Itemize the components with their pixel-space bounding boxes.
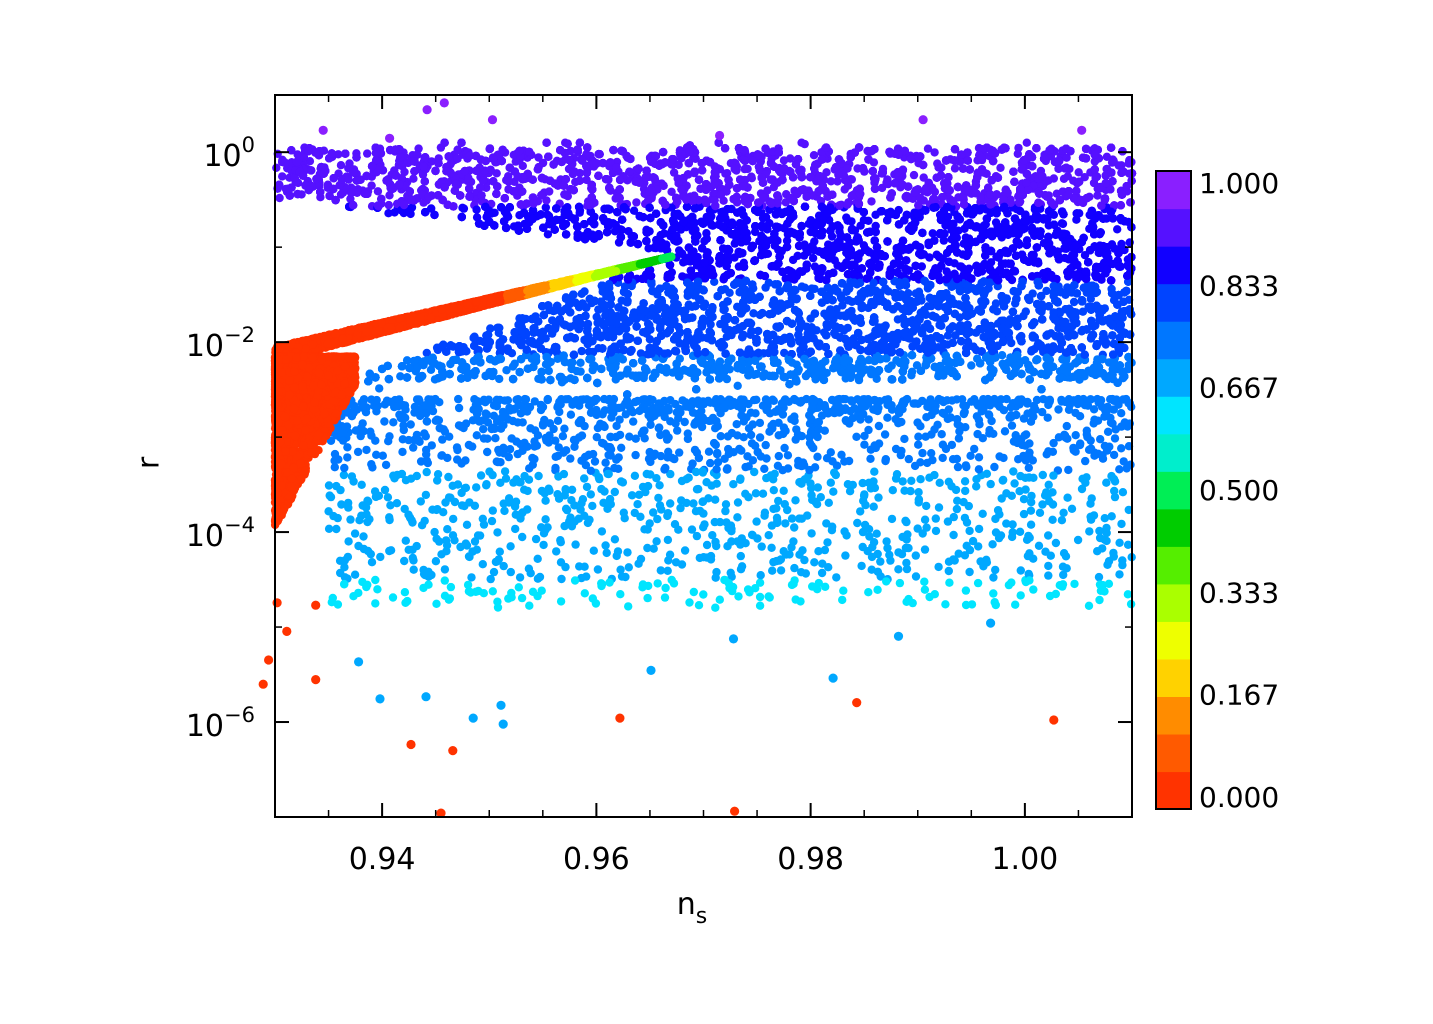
data-point <box>822 168 831 177</box>
data-point <box>667 187 676 196</box>
data-point <box>950 164 960 173</box>
data-point <box>544 366 553 376</box>
data-point <box>733 381 742 390</box>
data-point <box>385 191 394 200</box>
data-point <box>278 172 287 181</box>
data-point <box>928 229 937 238</box>
data-point <box>1058 219 1068 229</box>
data-point <box>346 194 355 203</box>
data-point <box>409 174 418 183</box>
data-point <box>1014 143 1023 153</box>
data-point <box>740 164 749 174</box>
data-point <box>422 348 431 358</box>
data-point <box>810 237 819 246</box>
data-point <box>923 144 933 153</box>
data-point <box>722 169 732 178</box>
data-point <box>904 289 913 298</box>
data-point <box>384 209 393 218</box>
data-point <box>476 183 485 192</box>
data-point <box>1069 297 1079 307</box>
data-point <box>725 288 734 297</box>
data-point <box>871 221 880 231</box>
data-point <box>1093 191 1102 200</box>
data-point <box>582 175 591 185</box>
data-point <box>707 221 716 230</box>
data-point <box>917 262 926 271</box>
data-point <box>545 187 554 196</box>
data-point <box>761 283 770 292</box>
data-point <box>930 148 939 157</box>
data-point <box>856 221 865 230</box>
data-point <box>577 289 586 298</box>
data-point <box>808 253 818 263</box>
data-point <box>568 169 578 179</box>
data-point <box>674 160 683 170</box>
data-point <box>384 200 393 210</box>
data-point <box>375 384 384 393</box>
data-point <box>577 346 586 356</box>
data-point <box>472 205 481 214</box>
data-point <box>1049 174 1059 183</box>
data-point <box>871 210 880 219</box>
data-point <box>754 326 763 336</box>
data-point <box>396 372 405 381</box>
data-point <box>305 157 315 166</box>
data-point <box>568 358 577 367</box>
data-point <box>373 187 383 196</box>
data-point <box>548 316 557 325</box>
data-point <box>576 358 585 367</box>
data-point <box>632 198 641 207</box>
data-point <box>715 357 725 366</box>
data-point <box>336 161 346 170</box>
data-point <box>967 361 976 370</box>
data-point <box>919 173 928 182</box>
data-point <box>909 170 919 180</box>
data-point <box>864 216 873 225</box>
data-point <box>1126 198 1136 207</box>
data-point <box>576 367 585 376</box>
data-point <box>1074 168 1083 177</box>
data-point <box>363 149 372 158</box>
data-point <box>782 236 792 245</box>
data-point <box>275 193 284 203</box>
data-point <box>763 186 772 195</box>
data-point <box>997 351 1007 360</box>
data-points <box>258 98 1137 818</box>
data-point <box>867 197 876 206</box>
data-point <box>826 177 836 186</box>
data-point <box>800 283 810 292</box>
data-point <box>682 337 691 346</box>
data-point <box>534 153 543 162</box>
data-point <box>402 356 412 365</box>
data-point <box>575 168 585 178</box>
data-point <box>1113 225 1122 234</box>
data-point <box>996 163 1005 172</box>
data-point <box>426 365 436 374</box>
data-point <box>956 262 965 271</box>
data-point <box>502 366 511 375</box>
data-point <box>458 203 467 212</box>
data-point <box>518 161 527 171</box>
data-point <box>749 309 758 318</box>
data-point <box>1022 138 1031 147</box>
data-point <box>907 367 917 376</box>
data-point <box>543 230 553 239</box>
data-point <box>809 151 819 160</box>
data-point <box>541 203 550 212</box>
data-point <box>797 138 806 147</box>
data-point <box>636 349 646 358</box>
data-point <box>788 255 798 265</box>
data-point <box>758 308 767 318</box>
data-point <box>841 312 850 321</box>
data-point <box>1021 307 1030 316</box>
data-point <box>1063 172 1073 181</box>
data-point <box>833 177 842 186</box>
